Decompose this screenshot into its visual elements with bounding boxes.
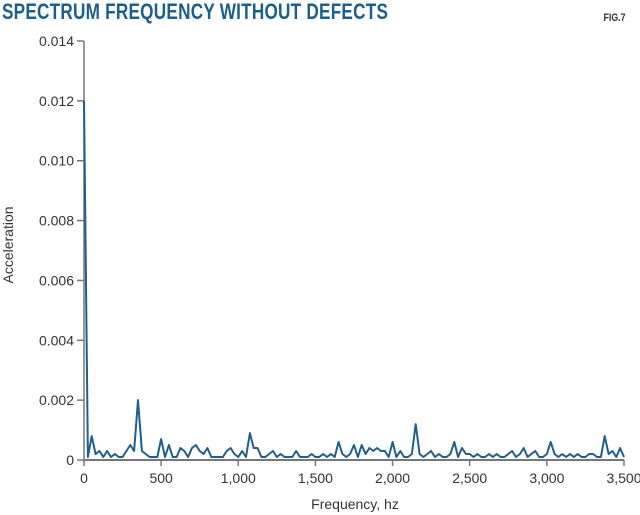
- y-tick-label: 0.008: [39, 213, 74, 229]
- chart-title: SPECTRUM FREQUENCY WITHOUT DEFECTS: [2, 0, 389, 24]
- x-tick-label: 3,000: [529, 470, 564, 486]
- y-tick-label: 0.006: [39, 272, 74, 288]
- series-line: [83, 100, 625, 458]
- y-tick-label: 0.014: [39, 33, 74, 49]
- y-tick-label: 0: [66, 452, 74, 468]
- figure-label: FIG.7: [603, 12, 626, 24]
- x-tick-label: 2,000: [375, 470, 410, 486]
- x-tick-label: 1,000: [221, 470, 256, 486]
- x-tick-label: 0: [80, 470, 88, 486]
- x-tick-label: 1,500: [298, 470, 333, 486]
- y-tick-label: 0.012: [39, 93, 74, 109]
- y-tick-label: 0.010: [39, 153, 74, 169]
- x-tick-label: 2,500: [452, 470, 487, 486]
- y-axis-label: Acceleration: [0, 206, 16, 283]
- x-axis-label: Frequency, hz: [311, 496, 399, 512]
- x-tick-label: 3,500: [606, 470, 640, 486]
- axes: 0 0.002 0.004 0.006 0.008 0.010 0.012 0.014 0 500…: [39, 33, 640, 486]
- x-tick-label: 500: [149, 470, 173, 486]
- y-tick-label: 0.002: [39, 392, 74, 408]
- y-tick-label: 0.004: [39, 332, 74, 348]
